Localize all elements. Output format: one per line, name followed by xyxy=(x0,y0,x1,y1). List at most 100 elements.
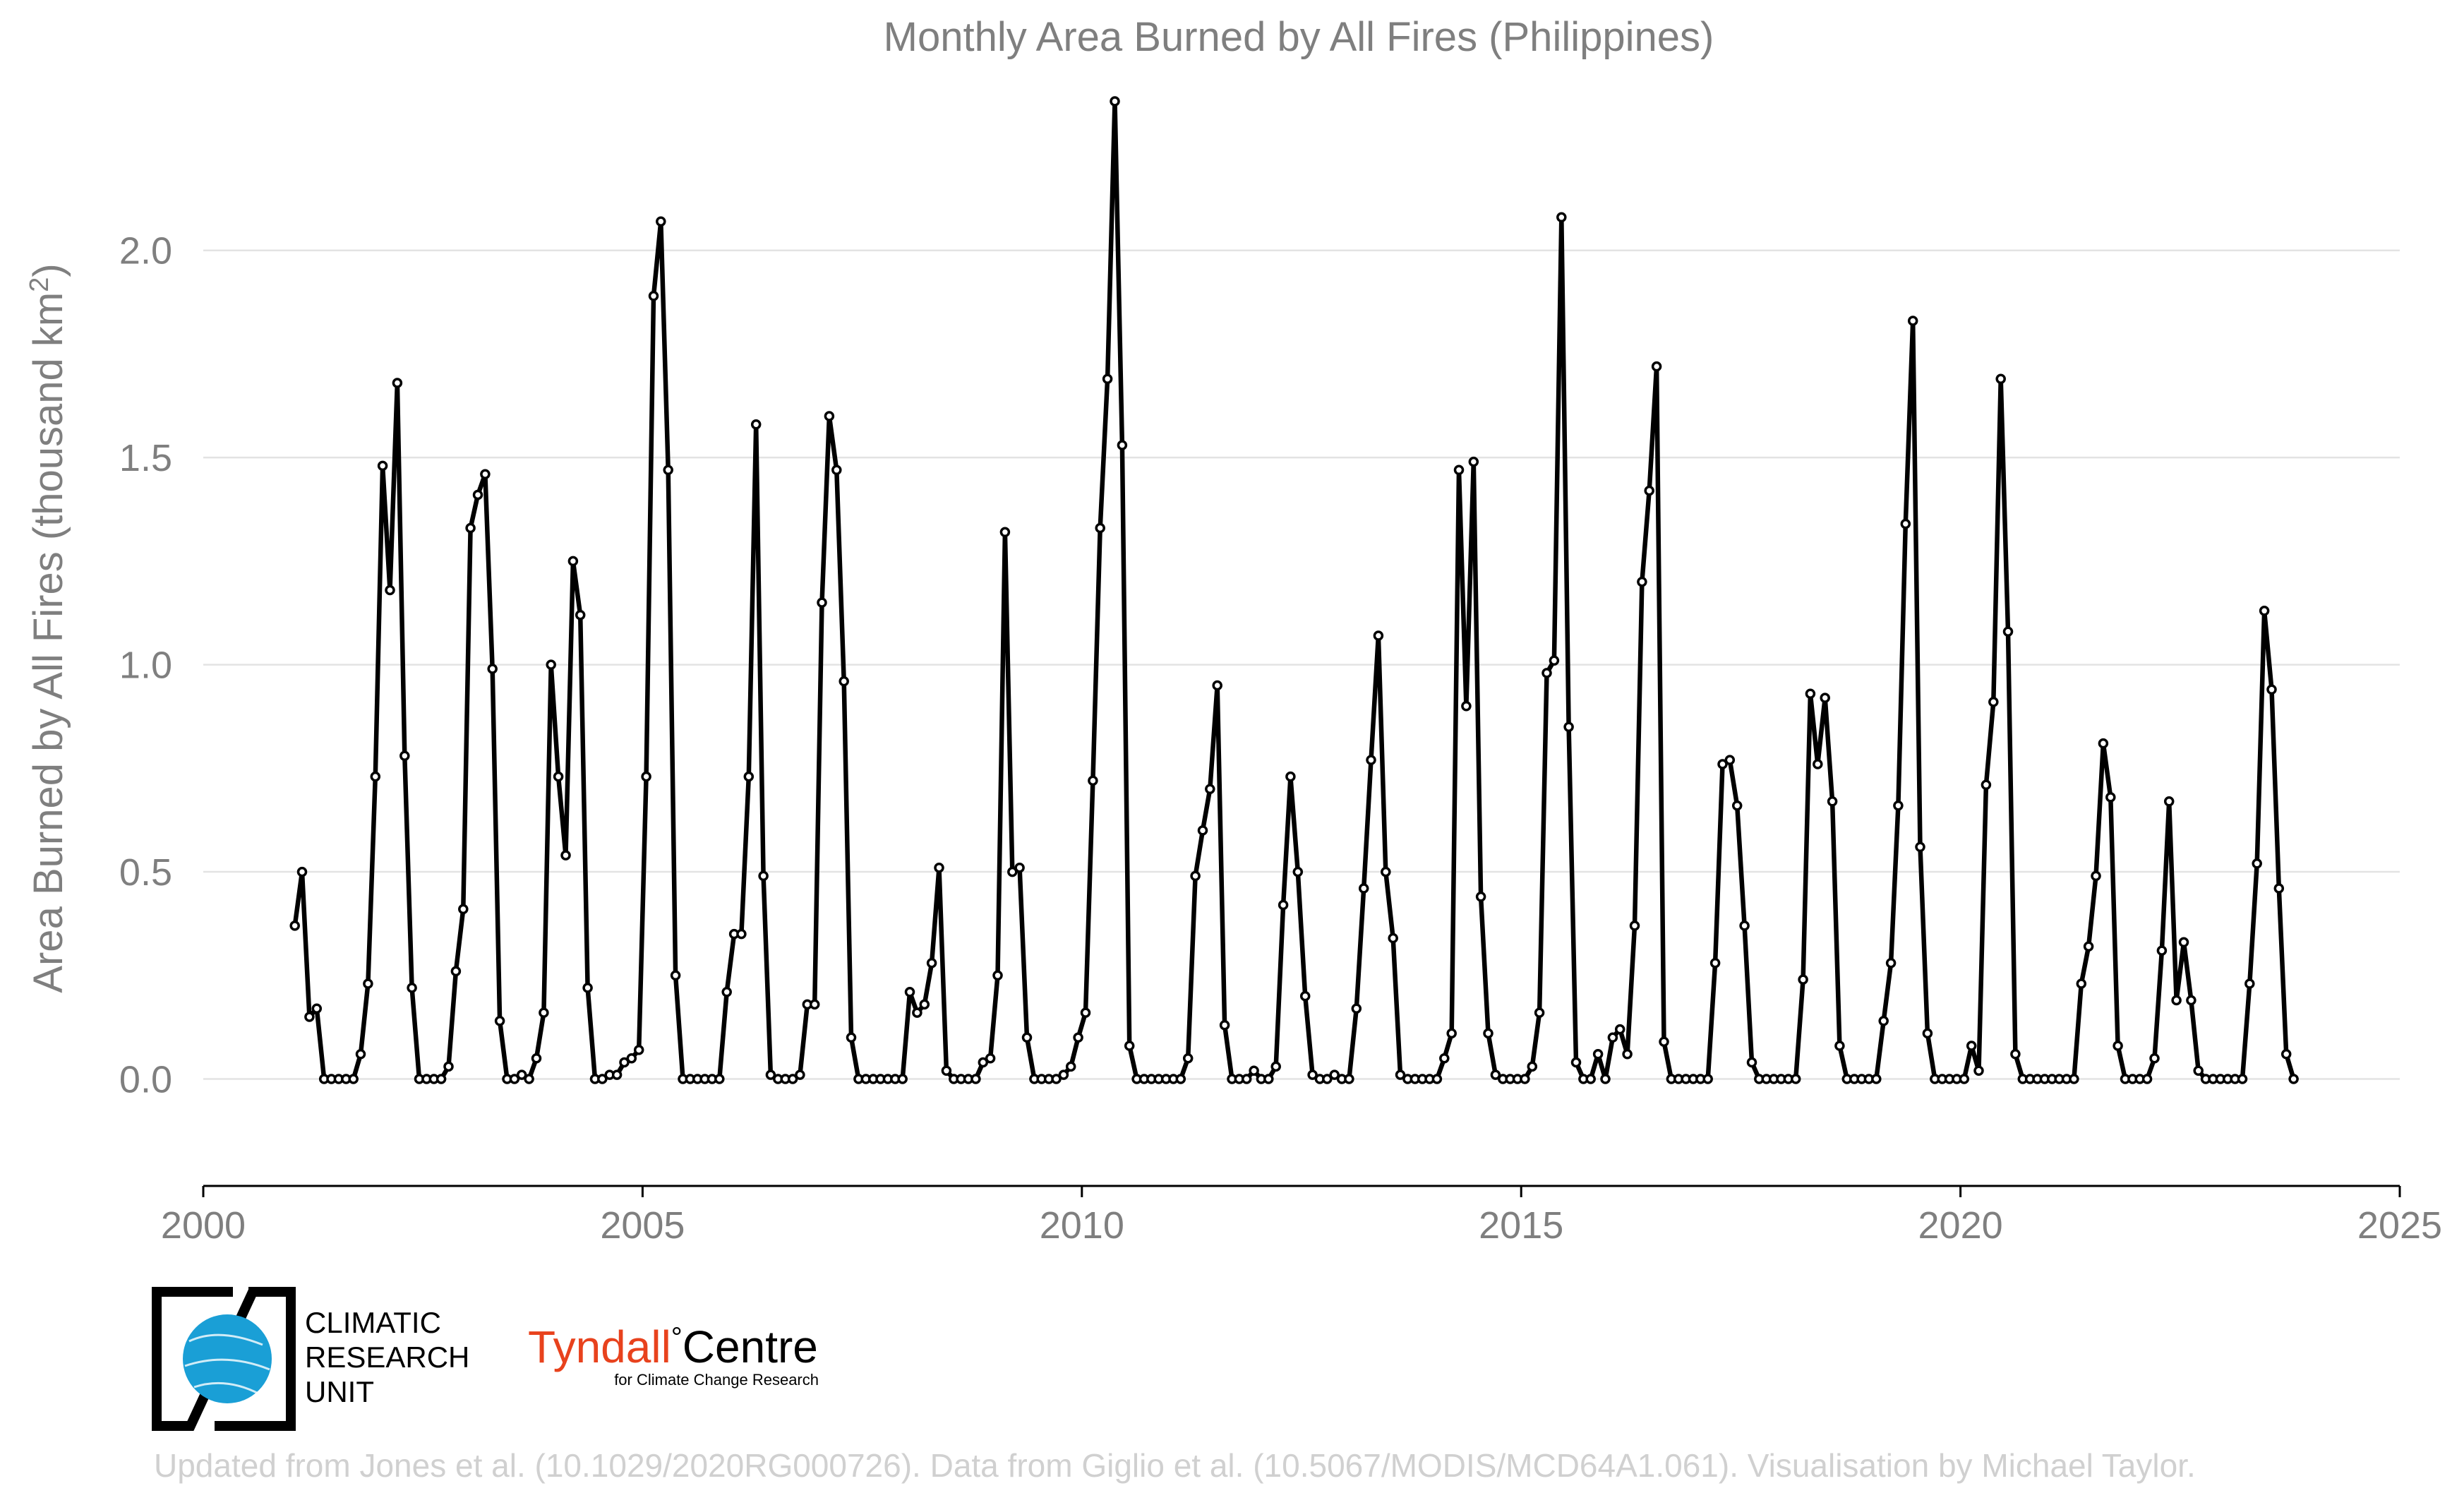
data-point xyxy=(1724,755,1736,765)
data-point xyxy=(1065,1061,1076,1072)
tyndall-name: Tyndall xyxy=(528,1321,671,1372)
x-tick-label: 2025 xyxy=(2357,1204,2442,1247)
data-point xyxy=(385,584,395,596)
tyndall-degree: ° xyxy=(671,1322,683,1353)
data-point xyxy=(656,216,666,227)
data-point xyxy=(1182,1053,1194,1064)
data-point xyxy=(370,771,381,782)
data-point xyxy=(1307,1069,1318,1080)
data-point xyxy=(1900,518,1911,529)
data-point xyxy=(1014,862,1025,873)
data-point xyxy=(560,850,571,861)
data-point xyxy=(970,1074,981,1084)
data-point xyxy=(1563,721,1574,732)
data-point xyxy=(1299,990,1311,1002)
data-point xyxy=(2178,937,2189,948)
data-point xyxy=(1490,1069,1501,1080)
data-point xyxy=(846,1032,857,1043)
data-point xyxy=(304,1012,315,1022)
data-point xyxy=(392,378,403,388)
data-point xyxy=(919,999,930,1010)
data-point xyxy=(1366,755,1376,765)
data-point xyxy=(1110,96,1120,107)
data-point xyxy=(2244,978,2255,989)
cru-globe-contour xyxy=(184,1333,270,1396)
data-point xyxy=(399,750,410,761)
data-point xyxy=(553,771,564,782)
data-point xyxy=(1446,1028,1457,1039)
data-point xyxy=(567,556,579,567)
data-point xyxy=(524,1074,534,1084)
data-point xyxy=(1373,630,1384,641)
data-point xyxy=(1644,485,1654,496)
data-point xyxy=(1263,1074,1274,1084)
data-point xyxy=(509,1074,520,1084)
data-point xyxy=(1124,1041,1135,1051)
cru-logo: CLIMATIC RESEARCH UNIT xyxy=(152,1287,469,1431)
data-point xyxy=(1805,688,1816,699)
data-point xyxy=(1966,1041,1977,1051)
data-point xyxy=(2149,1053,2160,1064)
data-point xyxy=(472,489,483,500)
cru-text-line1: CLIMATIC xyxy=(305,1306,441,1339)
tyndall-logo: Tyndall°Centre for Climate Change Resear… xyxy=(528,1321,819,1389)
data-point xyxy=(311,1003,323,1014)
data-point xyxy=(721,987,732,997)
data-point xyxy=(817,597,827,608)
data-point xyxy=(2113,1041,2123,1051)
data-point xyxy=(611,1069,623,1080)
data-point xyxy=(1629,921,1640,931)
data-point xyxy=(1746,1057,1757,1068)
data-point xyxy=(1556,212,1567,223)
data-point xyxy=(934,862,944,873)
footer-credit: Updated from Jones et al. (10.1029/2020R… xyxy=(154,1447,2196,1484)
data-point xyxy=(1959,1074,1970,1084)
data-point xyxy=(1607,1032,1618,1043)
x-tick-label: 2005 xyxy=(600,1204,685,1247)
data-point xyxy=(1709,957,1721,969)
data-point xyxy=(1893,800,1904,811)
data-point xyxy=(1102,373,1113,384)
data-point xyxy=(1249,1065,1259,1077)
data-point xyxy=(2259,606,2270,616)
data-point xyxy=(1622,1049,1633,1060)
data-point xyxy=(795,1069,805,1080)
data-point xyxy=(2076,978,2087,989)
data-point xyxy=(2141,1074,2153,1084)
data-point xyxy=(904,987,915,997)
y-axis-label: Area Burned by All Fires (thousand km2) xyxy=(25,263,71,993)
data-point xyxy=(1702,1074,1713,1084)
data-point xyxy=(736,928,747,940)
data-point xyxy=(1834,1041,1845,1051)
data-point xyxy=(1973,1065,1984,1077)
data-point xyxy=(2069,1074,2079,1084)
data-point xyxy=(1534,1007,1545,1018)
data-point xyxy=(926,957,937,969)
data-point xyxy=(824,411,835,421)
data-point xyxy=(941,1065,952,1077)
data-point xyxy=(458,904,469,915)
data-point xyxy=(1988,697,1999,707)
data-point xyxy=(1739,921,1750,931)
data-point xyxy=(1614,1024,1625,1035)
tyndall-wordmark: Tyndall°Centre xyxy=(528,1321,818,1372)
series-line xyxy=(292,99,2296,1081)
data-point xyxy=(1388,933,1398,944)
data-point xyxy=(758,870,769,882)
data-point xyxy=(1197,825,1208,836)
data-point xyxy=(897,1074,908,1084)
data-point xyxy=(494,1016,505,1026)
cru-text-line2: RESEARCH xyxy=(305,1341,469,1374)
y-tick-label: 0.5 xyxy=(119,851,172,894)
y-axis-ticks: 0.0 0.5 1.0 1.5 2.0 xyxy=(119,230,172,1101)
data-point xyxy=(2105,792,2116,803)
data-point xyxy=(1344,1074,1354,1084)
data-point xyxy=(1007,866,1018,877)
data-point xyxy=(1731,800,1743,811)
data-point xyxy=(1637,576,1647,587)
data-point xyxy=(1073,1032,1083,1043)
data-point xyxy=(575,609,586,620)
data-point xyxy=(546,659,556,670)
data-point xyxy=(1270,1061,1281,1072)
